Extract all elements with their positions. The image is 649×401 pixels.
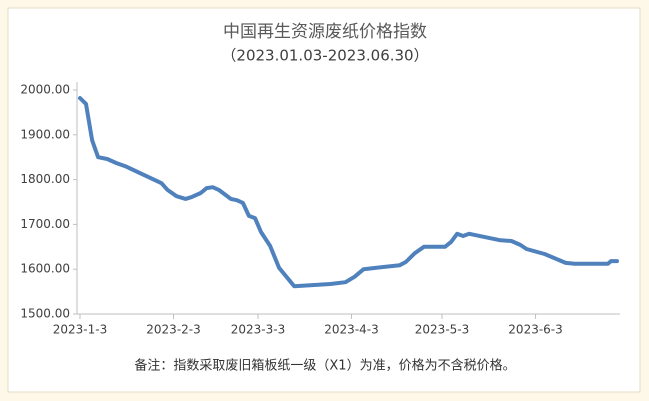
x-tick-label: 2023-3-3: [231, 323, 285, 337]
x-tick-label: 2023-5-3: [415, 323, 469, 337]
y-tick-label: 1500.00: [20, 307, 70, 321]
y-tick-label: 1800.00: [20, 172, 70, 186]
y-tick-label: 2000.00: [20, 83, 70, 97]
y-tick-label: 1700.00: [20, 217, 70, 231]
x-tick-label: 2023-1-3: [53, 323, 107, 337]
chart-title: 中国再生资源废纸价格指数: [223, 22, 427, 42]
data-line: [78, 96, 619, 289]
chart-panel: [7, 7, 641, 393]
x-tick-label: 2023-4-3: [324, 323, 378, 337]
y-tick-label: 1600.00: [20, 262, 70, 276]
chart-subtitle: （2023.01.03-2023.06.30）: [221, 47, 428, 65]
x-tick-label: 2023-2-3: [146, 323, 200, 337]
x-tick-label: 2023-6-3: [508, 323, 562, 337]
y-tick-label: 1900.00: [20, 127, 70, 141]
chart-note: 备注：指数采取废旧箱板纸一级（X1）为准，价格为不含税价格。: [134, 358, 515, 374]
